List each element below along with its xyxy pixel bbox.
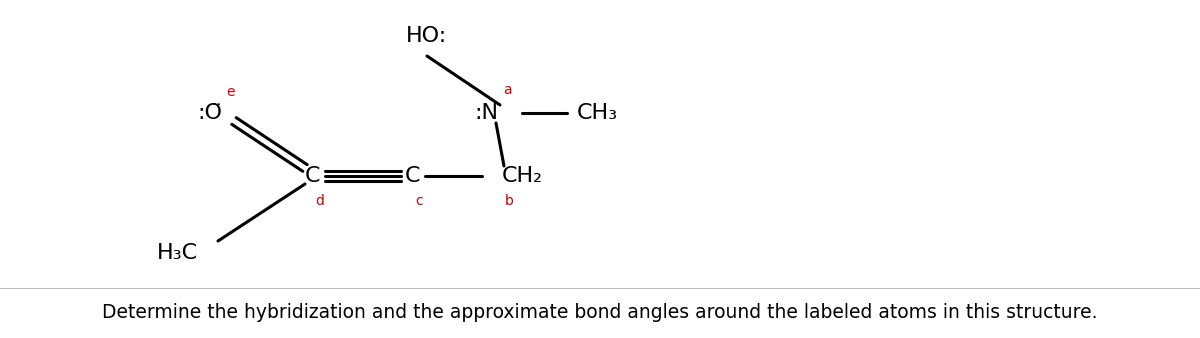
Text: CH₂: CH₂ — [502, 166, 542, 186]
Text: d: d — [314, 194, 324, 208]
Text: C: C — [406, 166, 421, 186]
Text: c: c — [415, 194, 422, 208]
Text: HO:: HO: — [407, 26, 448, 46]
Text: e: e — [226, 85, 234, 99]
Text: a: a — [503, 83, 511, 97]
Text: :Ö: :Ö — [197, 103, 222, 123]
Text: H₃C: H₃C — [157, 243, 198, 263]
Text: b: b — [505, 194, 514, 208]
Text: C: C — [305, 166, 320, 186]
Text: :N: :N — [474, 103, 498, 123]
Text: CH₃: CH₃ — [577, 103, 618, 123]
Text: Determine the hybridization and the approximate bond angles around the labeled a: Determine the hybridization and the appr… — [102, 304, 1098, 322]
